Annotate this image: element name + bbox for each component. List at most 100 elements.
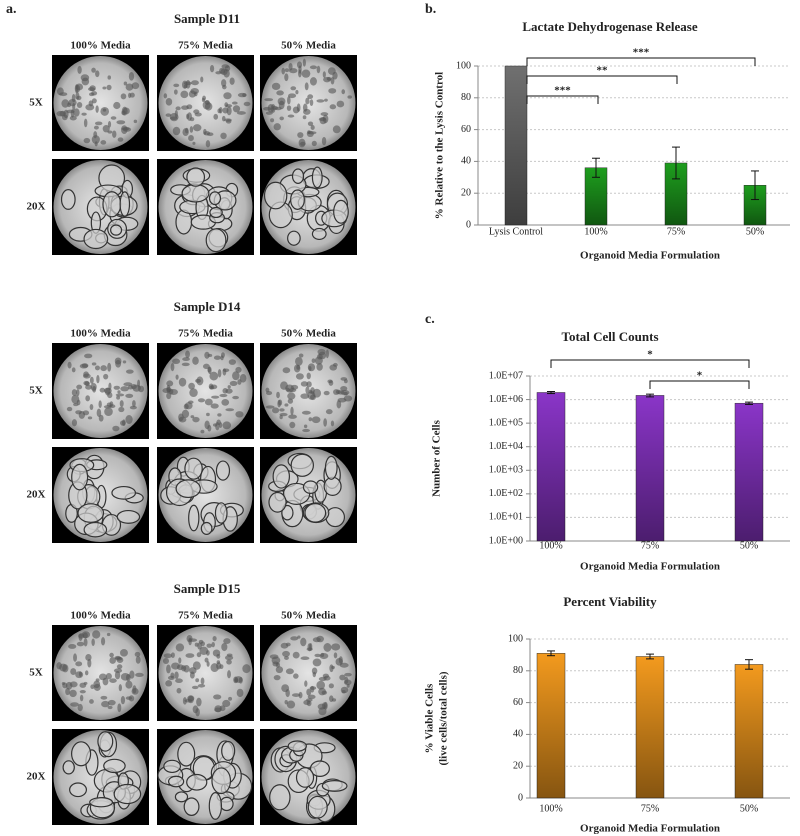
x-axis-title: Organoid Media Formulation: [580, 823, 720, 835]
organoid: [174, 110, 178, 118]
x-tick-label: 50%: [740, 803, 758, 814]
x-tick-label: 100%: [539, 540, 562, 551]
organoid: [329, 664, 334, 673]
organoid: [109, 678, 117, 683]
row-label: 20X: [27, 201, 46, 213]
organoid: [92, 630, 101, 639]
organoid: [190, 88, 199, 95]
y-tick-label: 20: [513, 760, 523, 771]
organoid: [122, 419, 126, 426]
error-bar: [646, 653, 654, 660]
organoid: [186, 773, 208, 791]
column-header: 100% Media: [70, 40, 131, 52]
organoid: [115, 359, 122, 368]
organoid: [71, 463, 89, 491]
sample-title: Sample D15: [174, 581, 241, 596]
organoid: [205, 228, 227, 253]
organoid: [81, 631, 91, 639]
organoid: [120, 386, 129, 392]
organoid: [347, 95, 353, 99]
micrograph: [260, 729, 357, 825]
micrograph: [52, 55, 149, 151]
x-tick-label: 50%: [746, 226, 764, 237]
organoid: [312, 671, 317, 678]
organoid: [295, 767, 315, 788]
organoid: [107, 699, 116, 706]
organoid: [129, 670, 135, 679]
organoid: [279, 414, 283, 420]
organoid: [307, 795, 328, 819]
organoid: [165, 680, 173, 687]
organoid: [284, 68, 290, 73]
organoid: [237, 379, 242, 385]
organoid: [200, 641, 206, 647]
y-axis-title: % Viable Cells: [424, 683, 436, 753]
y-axis-title: % Relative to the Lysis Control: [434, 72, 446, 219]
organoid: [309, 65, 318, 70]
organoid: [298, 691, 303, 699]
organoid: [265, 111, 273, 115]
organoid: [206, 661, 210, 667]
organoid: [197, 398, 206, 403]
organoid: [276, 391, 280, 399]
organoid: [181, 409, 190, 419]
y-tick-label: 40: [461, 156, 471, 167]
organoid: [242, 93, 247, 98]
organoid: [207, 367, 211, 373]
organoid: [176, 687, 182, 694]
micrograph: [260, 159, 357, 255]
micrograph: [52, 729, 149, 825]
organoid: [323, 701, 328, 710]
organoid: [206, 412, 210, 417]
organoid: [188, 504, 200, 532]
organoid: [314, 653, 321, 658]
organoid: [204, 351, 210, 359]
organoid: [308, 417, 313, 422]
organoid: [93, 683, 101, 691]
bar-shade: [537, 653, 565, 798]
organoid: [341, 89, 346, 95]
organoid: [325, 409, 333, 415]
y-tick-label: 40: [513, 729, 523, 740]
organoid: [339, 662, 349, 668]
organoid: [175, 678, 183, 684]
organoid: [311, 358, 316, 364]
y-tick-label: 1.0E+00: [489, 535, 523, 546]
organoid: [332, 125, 341, 134]
organoid: [130, 383, 137, 390]
organoid: [324, 455, 338, 480]
organoid: [322, 71, 326, 78]
organoid: [239, 374, 247, 383]
row-label: 20X: [27, 489, 46, 501]
organoid: [56, 662, 62, 670]
organoid: [83, 137, 91, 144]
organoid: [191, 685, 199, 690]
organoid: [338, 656, 343, 664]
organoid: [192, 416, 200, 423]
organoid: [125, 415, 133, 424]
organoid: [287, 114, 295, 118]
organoid: [186, 167, 206, 187]
organoid: [129, 405, 137, 410]
x-tick-label: 75%: [641, 540, 659, 551]
organoid: [79, 682, 87, 688]
organoid: [302, 103, 308, 112]
organoid: [170, 672, 175, 679]
organoid: [135, 655, 141, 664]
organoid: [307, 121, 314, 127]
organoid: [296, 103, 301, 112]
organoid: [330, 76, 335, 85]
organoid: [102, 108, 107, 112]
micrograph: [52, 343, 149, 439]
organoid: [287, 392, 296, 400]
y-tick-label: 1.0E+07: [489, 370, 523, 381]
organoid: [215, 460, 231, 481]
organoid: [269, 784, 291, 811]
organoid: [166, 664, 171, 674]
organoid: [296, 364, 301, 370]
organoid: [187, 695, 194, 704]
organoid: [183, 797, 200, 816]
error-bar: [646, 393, 654, 398]
row-label: 5X: [29, 97, 43, 109]
